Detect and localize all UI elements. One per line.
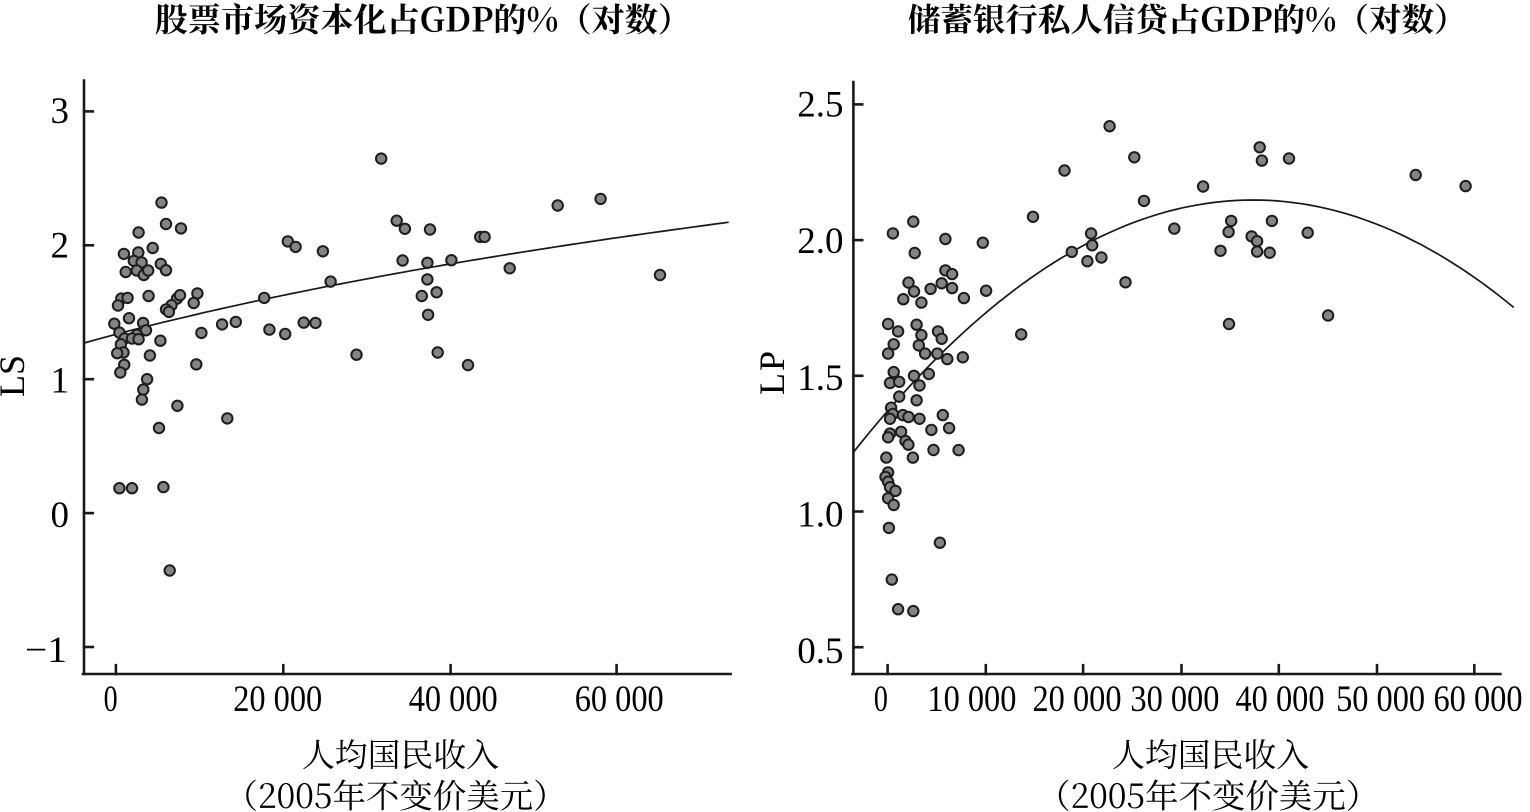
svg-text:−1: −1 [25, 630, 67, 671]
svg-text:60 000: 60 000 [575, 679, 664, 720]
svg-text:0: 0 [874, 679, 888, 720]
svg-text:10 000: 10 000 [927, 679, 1016, 720]
svg-text:3: 3 [51, 91, 70, 132]
svg-text:1: 1 [51, 360, 70, 401]
svg-text:30 000: 30 000 [1130, 679, 1219, 720]
svg-text:50 000: 50 000 [1336, 679, 1425, 720]
svg-text:40 000: 40 000 [1236, 679, 1325, 720]
svg-text:1.5: 1.5 [797, 358, 843, 399]
svg-text:LS: LS [0, 355, 32, 397]
svg-text:1.0: 1.0 [797, 495, 843, 536]
svg-text:0: 0 [51, 495, 70, 536]
svg-text:0.5: 0.5 [797, 631, 843, 672]
svg-text:0: 0 [104, 679, 118, 720]
svg-text:2.0: 2.0 [797, 221, 843, 262]
svg-text:40 000: 40 000 [409, 679, 498, 720]
svg-text:2.5: 2.5 [797, 84, 843, 125]
svg-text:2: 2 [51, 226, 70, 267]
svg-text:LP: LP [752, 349, 792, 395]
svg-text:60 000: 60 000 [1434, 679, 1523, 720]
svg-text:20 000: 20 000 [1033, 679, 1122, 720]
svg-text:20 000: 20 000 [233, 679, 322, 720]
